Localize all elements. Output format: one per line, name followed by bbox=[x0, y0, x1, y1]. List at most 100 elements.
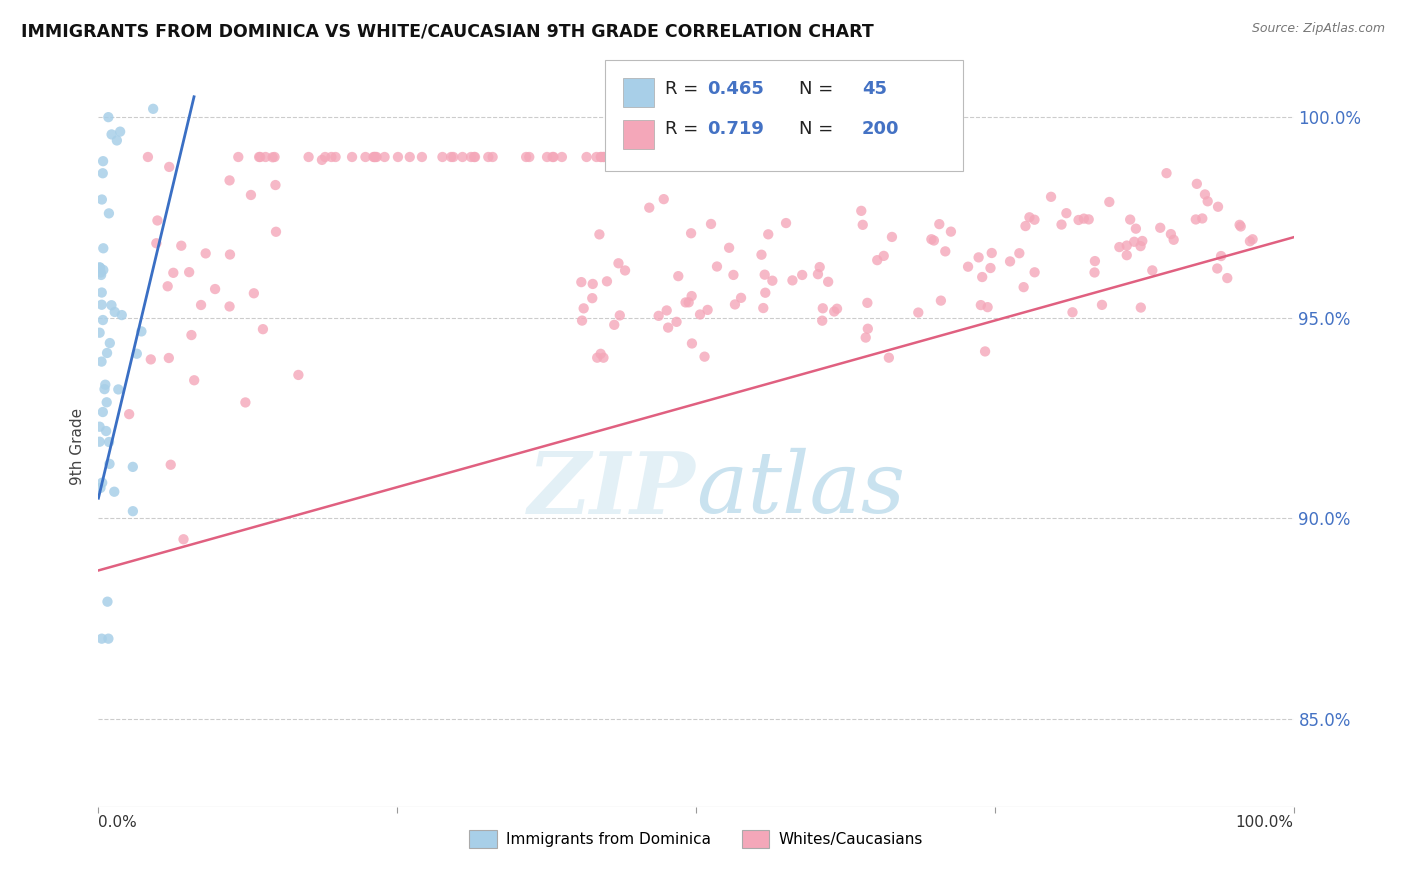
Point bbox=[823, 304, 845, 318]
Point bbox=[156, 279, 179, 293]
Point bbox=[929, 293, 952, 308]
Point bbox=[1050, 218, 1073, 232]
Text: N =: N = bbox=[799, 80, 832, 98]
Point bbox=[93, 382, 115, 396]
Point bbox=[157, 351, 180, 365]
Point bbox=[97, 632, 120, 646]
Point bbox=[146, 213, 169, 227]
Point bbox=[89, 434, 111, 449]
Legend: Immigrants from Dominica, Whites/Caucasians: Immigrants from Dominica, Whites/Caucasi… bbox=[463, 824, 929, 854]
Point bbox=[1241, 232, 1264, 246]
Point bbox=[387, 150, 409, 164]
Text: 0.0%: 0.0% bbox=[98, 815, 138, 830]
Point bbox=[589, 347, 612, 361]
Point bbox=[89, 260, 111, 275]
Point bbox=[665, 315, 688, 329]
Point bbox=[173, 533, 195, 547]
Point bbox=[1024, 265, 1046, 279]
Point bbox=[219, 247, 242, 261]
Point bbox=[754, 285, 776, 300]
Point bbox=[972, 270, 994, 285]
Point bbox=[589, 150, 612, 164]
Point bbox=[1054, 206, 1077, 220]
Point bbox=[602, 150, 624, 164]
Point bbox=[652, 192, 675, 206]
Point bbox=[700, 217, 723, 231]
Point bbox=[91, 166, 114, 180]
Point bbox=[607, 256, 630, 270]
Point bbox=[957, 260, 980, 274]
Point bbox=[204, 282, 226, 296]
Point bbox=[811, 301, 834, 316]
Point bbox=[967, 251, 990, 265]
Point bbox=[922, 234, 945, 248]
Point bbox=[96, 595, 118, 609]
Point bbox=[817, 275, 839, 289]
Text: 45: 45 bbox=[862, 80, 887, 98]
Y-axis label: 9th Grade: 9th Grade bbox=[70, 408, 86, 484]
Point bbox=[97, 206, 120, 220]
Point bbox=[1194, 187, 1216, 202]
Point bbox=[689, 308, 711, 322]
Point bbox=[609, 309, 631, 323]
Point bbox=[254, 150, 277, 164]
Point bbox=[366, 150, 388, 164]
Point bbox=[1149, 220, 1171, 235]
Point bbox=[621, 150, 644, 164]
Point bbox=[543, 150, 565, 164]
Point bbox=[297, 150, 319, 164]
Point bbox=[873, 249, 896, 263]
Point bbox=[463, 150, 485, 164]
Point bbox=[1142, 263, 1164, 277]
Point bbox=[1129, 301, 1152, 315]
Point bbox=[998, 254, 1021, 268]
Point bbox=[1206, 261, 1229, 276]
Point bbox=[477, 150, 499, 164]
Point bbox=[1123, 235, 1146, 249]
Point bbox=[980, 246, 1002, 260]
Point bbox=[970, 298, 993, 312]
Point bbox=[655, 303, 678, 318]
Point bbox=[96, 346, 118, 360]
Point bbox=[1206, 200, 1229, 214]
Point bbox=[159, 458, 181, 472]
Point bbox=[825, 301, 848, 316]
Point bbox=[247, 150, 270, 164]
Point bbox=[572, 301, 595, 316]
Point bbox=[91, 241, 114, 255]
Text: 0.719: 0.719 bbox=[707, 120, 763, 138]
Point bbox=[571, 313, 593, 327]
Point bbox=[314, 150, 336, 164]
Point bbox=[441, 150, 464, 164]
Point bbox=[1229, 219, 1251, 234]
Point bbox=[1008, 246, 1031, 260]
Text: 100.0%: 100.0% bbox=[1236, 815, 1294, 830]
Point bbox=[411, 150, 433, 164]
Point bbox=[807, 267, 830, 281]
Point bbox=[880, 230, 903, 244]
Point bbox=[264, 225, 287, 239]
Point bbox=[1160, 227, 1182, 241]
Point bbox=[575, 150, 598, 164]
Point bbox=[928, 217, 950, 231]
Point bbox=[340, 150, 363, 164]
Point bbox=[363, 150, 385, 164]
Point bbox=[754, 268, 776, 282]
Point bbox=[105, 133, 128, 147]
Point bbox=[98, 457, 121, 471]
Point bbox=[1209, 249, 1232, 263]
Point bbox=[311, 153, 333, 167]
Point bbox=[596, 274, 619, 288]
Point bbox=[866, 253, 889, 268]
Point bbox=[243, 286, 266, 301]
Point bbox=[131, 325, 153, 339]
Point bbox=[681, 227, 703, 241]
Point bbox=[718, 241, 741, 255]
Point bbox=[782, 273, 804, 287]
Point bbox=[751, 248, 773, 262]
Point bbox=[603, 318, 626, 332]
Point bbox=[239, 188, 262, 202]
Point bbox=[1098, 194, 1121, 209]
Point bbox=[263, 150, 285, 164]
Point bbox=[287, 368, 309, 382]
